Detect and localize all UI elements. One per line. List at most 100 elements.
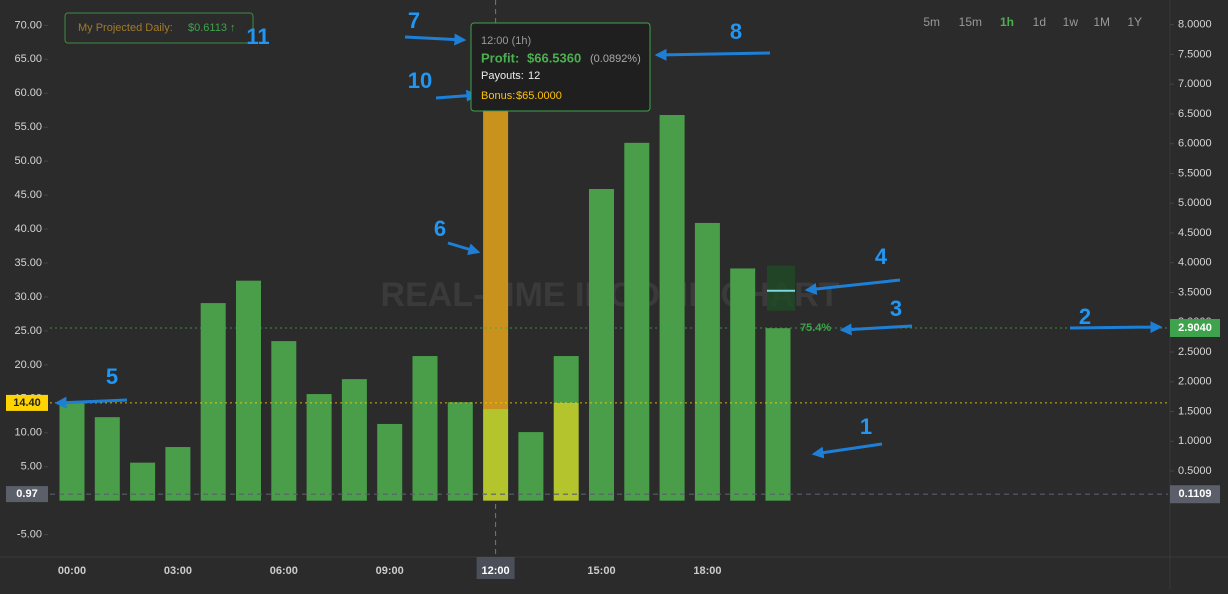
marker-tag (6, 394, 48, 411)
timeframe-button[interactable]: 1w (1063, 15, 1079, 29)
y2-tick-label: 5.5000 (1178, 167, 1212, 179)
timeframe-button[interactable]: 15m (959, 15, 982, 29)
annotation-arrow (811, 442, 883, 459)
bar (200, 303, 226, 501)
tooltip-bonus: $65.0000 (516, 90, 562, 102)
tooltip-bonus-label: Bonus: (481, 90, 515, 102)
annotation-number: 1 (860, 414, 872, 439)
tooltip-payouts-label: Payouts: (481, 70, 524, 82)
annotation-number: 2 (1079, 304, 1091, 329)
y-tick-label: -5.00 (17, 529, 42, 541)
bar (553, 402, 579, 501)
live-marker-box (767, 265, 795, 311)
y-tick-label: 20.00 (14, 359, 42, 371)
y2-tick-label: 2.0000 (1178, 376, 1212, 388)
percent-label: 75.4% (800, 322, 831, 334)
annotation-arrow (1069, 321, 1163, 334)
y-tick-label: 70.00 (14, 19, 42, 31)
bar (412, 356, 438, 501)
y2-tick-label: 1.0000 (1178, 435, 1212, 447)
bar (59, 402, 85, 501)
y2-tick-label: 7.5000 (1178, 48, 1212, 60)
y-tick-label: 55.00 (14, 121, 42, 133)
marker-tag (1170, 485, 1220, 504)
bar (589, 189, 614, 501)
annotation-arrow (839, 323, 913, 336)
marker-label: 2.9040 (1178, 322, 1212, 334)
y2-tick-label: 4.5000 (1178, 227, 1212, 239)
y-tick-label: 65.00 (14, 53, 42, 65)
tooltip-profit-label: Profit: (481, 50, 519, 65)
x-tick-label: 18:00 (693, 565, 721, 577)
y-tick-label: 35.00 (14, 257, 42, 269)
annotation-number: 8 (730, 19, 742, 44)
marker-tag (1170, 318, 1220, 337)
projected-box (64, 12, 254, 44)
y2-tick-label: 0.5000 (1178, 465, 1212, 477)
marker-label: 14.40 (13, 397, 41, 409)
bar (447, 402, 473, 501)
y-tick-label: 40.00 (14, 223, 42, 235)
x-tick-label: 03:00 (164, 565, 192, 577)
y-tick-label: 45.00 (14, 189, 42, 201)
annotation-number: 11 (246, 24, 269, 49)
y-tick-label: 50.00 (14, 155, 42, 167)
bar (271, 341, 297, 501)
bar (765, 328, 791, 501)
y2-tick-label: 6.5000 (1178, 108, 1212, 120)
timeframe-button[interactable]: 1h (1000, 15, 1014, 29)
projected-label: My Projected Daily: (78, 22, 173, 34)
tooltip-profit-pct: (0.0892%) (590, 53, 641, 65)
annotation-arrow (447, 241, 481, 255)
timeframe-button[interactable]: 5m (923, 15, 940, 29)
bar (694, 222, 720, 501)
y2-tick-label: 1.5000 (1178, 405, 1212, 417)
y-tick-label: 30.00 (14, 291, 42, 303)
y2-tick-label: 7.0000 (1178, 78, 1212, 90)
y-tick-label: 10.00 (14, 427, 42, 439)
bar (659, 115, 685, 501)
marker-label: 0.97 (16, 488, 37, 500)
projected-value: $0.6113 ↑ (188, 22, 236, 34)
bar (553, 356, 579, 403)
y-tick-label: 60.00 (14, 87, 42, 99)
marker-tag (6, 486, 48, 503)
x-tick-label: 15:00 (587, 565, 615, 577)
annotation-number: 6 (434, 216, 446, 241)
bar (165, 447, 191, 501)
annotation-arrow (435, 89, 479, 102)
timeframe-button[interactable]: 1Y (1127, 15, 1142, 29)
annotation-arrow (404, 33, 467, 46)
annotation-number: 3 (890, 296, 902, 321)
y2-tick-label: 4.0000 (1178, 257, 1212, 269)
tooltip (470, 22, 651, 112)
y2-tick-label: 8.0000 (1178, 19, 1212, 31)
annotation-number: 7 (408, 8, 420, 33)
bar (306, 394, 332, 501)
x-tick-label: 12:00 (482, 565, 510, 577)
x-tick-label: 09:00 (376, 565, 404, 577)
bar (483, 409, 509, 501)
timeframe-button[interactable]: 1d (1033, 15, 1046, 29)
annotation-arrow (654, 48, 771, 61)
timeframe-button[interactable]: 1M (1093, 15, 1110, 29)
annotation-arrow (54, 396, 128, 409)
annotation-arrow (804, 278, 901, 295)
bar (130, 462, 156, 501)
tooltip-header: 12:00 (1h) (481, 35, 531, 47)
marker-label: 0.1109 (1178, 488, 1211, 500)
y2-tick-label: 3.5000 (1178, 286, 1212, 298)
bar (730, 268, 756, 501)
y2-tick-label: 6.0000 (1178, 138, 1212, 150)
annotation-number: 4 (875, 244, 888, 269)
y-tick-label: 25.00 (14, 325, 42, 337)
y2-tick-label: 2.5000 (1178, 346, 1212, 358)
bar (624, 142, 650, 501)
tooltip-payouts: 12 (528, 70, 540, 82)
bar (377, 423, 403, 501)
x-tick-label: 06:00 (270, 565, 298, 577)
x-tick-highlight (476, 557, 515, 579)
annotation-number: 5 (106, 364, 118, 389)
annotation-number: 10 (408, 68, 432, 93)
